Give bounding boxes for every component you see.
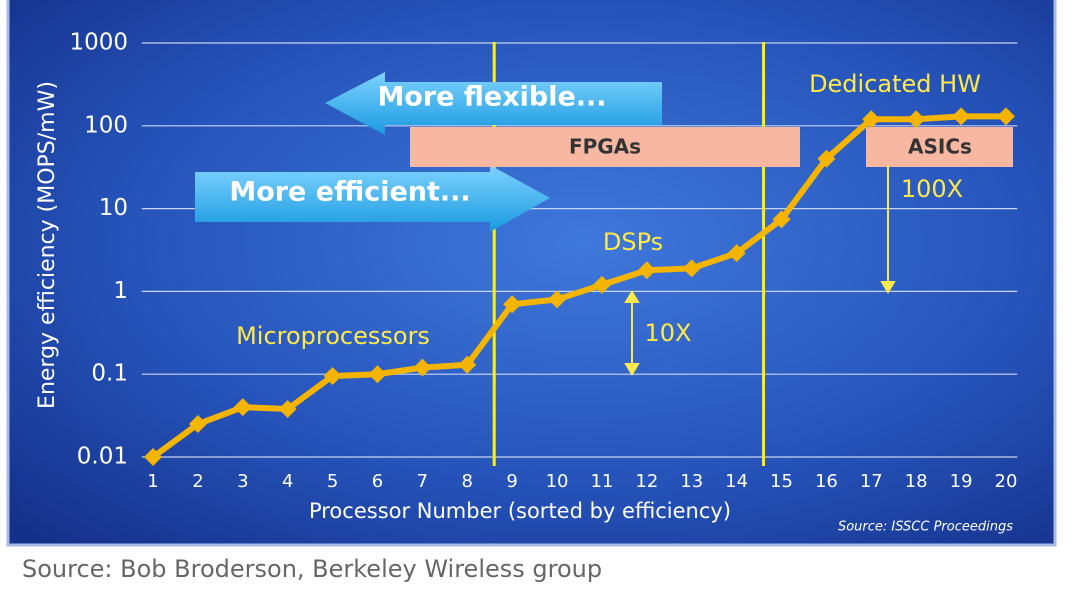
data-point [458,355,477,374]
x-tick-label: 17 [860,471,883,492]
annotation: 100X [901,175,963,203]
data-point [368,365,387,384]
annotation: Microprocessors [236,322,430,350]
y-tick-label: 1 [113,278,128,304]
data-point [907,110,926,129]
x-tick-label: 15 [770,471,793,492]
data-point [817,149,836,168]
data-point [637,261,656,280]
x-tick-label: 7 [417,471,428,492]
caption: Source: Bob Broderson, Berkeley Wireless… [22,555,602,583]
annotation: ASICs [908,135,972,159]
annotation: Dedicated HW [809,70,981,98]
data-point [188,415,207,434]
efficient-arrow [195,165,550,232]
data-point [772,210,791,229]
x-tick-label: 13 [680,471,703,492]
x-tick-label: 11 [590,471,613,492]
x-tick-label: 4 [282,471,293,492]
y-tick-label: 0.01 [77,444,128,470]
asic-box [866,127,1013,167]
data-point [323,367,342,386]
data-point [952,107,971,126]
x-tick-label: 9 [506,471,517,492]
x-tick-label: 2 [192,471,203,492]
ratio-arrows [624,165,896,376]
annotation: DSPs [603,228,663,256]
flexible-arrow [325,72,662,135]
fpga-box [410,127,800,167]
x-tick-label: 14 [725,471,748,492]
y-tick-label: 0.1 [91,361,128,387]
annotation: More flexible... [377,82,606,113]
data-point [144,448,163,466]
annotation: 10X [645,319,692,347]
x-axis-label: Processor Number (sorted by efficiency) [309,499,731,523]
annotation: More efficient... [229,177,470,208]
x-tick-label: 19 [950,471,973,492]
x-tick-label: 18 [905,471,928,492]
x-tick-label: 16 [815,471,838,492]
data-point [233,398,252,417]
data-point [548,290,567,309]
x-tick-label: 3 [237,471,248,492]
y-tick-label: 10 [99,195,128,221]
data-point [996,107,1015,126]
x-tick-label: 6 [372,471,383,492]
x-tick-label: 5 [327,471,338,492]
data-line [151,113,1006,460]
y-tick-label: 100 [84,112,128,138]
x-tick-label: 1 [147,471,158,492]
y-tick-label: 1000 [69,30,128,56]
x-tick-label: 12 [635,471,658,492]
data-point [413,358,432,377]
data-point [682,259,701,278]
x-tick-label: 10 [546,471,569,492]
plot [144,107,1015,466]
annotation: FPGAs [569,135,641,159]
x-tick-label: 8 [462,471,473,492]
data-point [727,244,746,263]
x-tick-label: 20 [995,471,1018,492]
data-point [592,275,611,294]
chart-source: Source: ISSCC Proceedings [838,520,1013,535]
data-point [862,110,881,129]
data-point [503,295,522,314]
y-axis-label: Energy efficiency (MOPS/mW) [35,81,60,409]
data-point [278,399,297,418]
